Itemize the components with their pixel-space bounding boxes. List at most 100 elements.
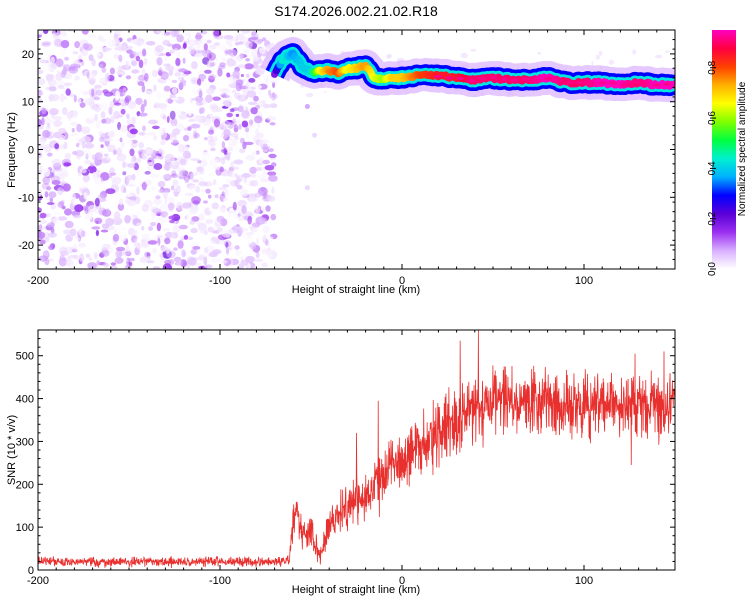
noise-speckle [97,207,103,210]
noise-speckle [107,156,111,160]
noise-speckle [229,209,232,217]
noise-speckle [225,88,232,97]
noise-speckle [72,128,75,133]
noise-speckle [81,49,89,56]
ridge-peak [544,77,552,80]
noise-speckle [262,263,268,268]
noise-speckle [60,183,68,191]
noise-speckle [259,218,268,225]
noise-speckle [266,77,269,85]
y-tick-label: 10 [22,97,34,109]
noise-speckle [148,240,158,245]
noise-speckle [120,144,123,148]
noise-speckle [156,155,160,161]
noise-speckle [189,206,198,215]
noise-speckle [124,215,131,224]
noise-speckle [131,61,137,67]
noise-speckle [665,50,669,53]
noise-speckle [252,151,259,155]
noise-speckle [165,65,174,71]
noise-speckle [60,93,65,102]
noise-speckle [256,237,259,246]
noise-speckle [229,141,232,144]
noise-speckle [249,119,253,125]
y-tick-label: 100 [16,522,34,534]
ridge-peak [489,76,497,79]
noise-speckle [105,236,110,241]
noise-speckle [249,83,256,87]
noise-speckle [268,195,275,201]
noise-speckle [195,50,205,53]
noise-speckle [69,110,79,116]
noise-speckle [257,59,263,64]
noise-speckle [49,108,59,115]
noise-speckle [58,85,64,89]
scatter-point [305,104,310,109]
y-tick-label: 400 [16,394,34,406]
noise-speckle [208,74,217,80]
noise-speckle [245,58,250,61]
noise-speckle [101,39,106,42]
noise-speckle [61,50,66,55]
colorbar-tick-label: 0.0 [707,262,718,276]
noise-speckle [224,150,227,155]
snr-ylabel: SNR (10 * v/v) [6,415,18,485]
noise-speckle [45,87,50,90]
noise-speckle [191,196,201,204]
noise-speckle [183,151,191,159]
noise-speckle [259,139,269,143]
noise-speckle [61,40,70,48]
noise-speckle [122,171,126,175]
noise-speckle [129,258,135,262]
noise-speckle [43,28,48,34]
noise-speckle [245,127,249,132]
noise-speckle [198,181,208,186]
noise-speckle [85,207,89,214]
spectrogram-ylabel: Frequency (Hz) [6,112,18,188]
noise-speckle [203,219,213,226]
noise-speckle [74,27,80,34]
noise-speckle [265,205,270,211]
noise-speckle [89,88,99,96]
noise-speckle [94,114,98,121]
noise-speckle [270,214,276,220]
noise-speckle [188,185,196,194]
noise-speckle [189,49,195,55]
noise-speckle [130,159,135,165]
noise-speckle [172,140,178,147]
noise-speckle [167,248,171,252]
noise-speckle [79,254,84,262]
colorbar-tick-label: 0.2 [707,211,718,225]
noise-speckle [114,211,120,220]
ridge-peak [467,79,475,82]
noise-speckle [190,124,200,129]
noise-speckle [220,205,227,213]
noise-speckle [242,142,246,150]
noise-speckle [154,163,163,170]
noise-speckle [50,57,55,64]
noise-speckle [171,173,178,178]
noise-speckle [220,167,224,173]
noise-speckle [128,184,135,187]
noise-speckle [214,183,220,191]
noise-speckle [591,61,593,66]
noise-speckle [140,257,149,263]
noise-speckle [236,227,244,235]
noise-speckle [268,250,272,258]
noise-speckle [259,157,263,164]
noise-speckle [183,58,186,64]
noise-speckle [251,31,256,36]
noise-speckle [61,31,67,37]
noise-speckle [224,49,229,56]
noise-speckle [36,130,42,139]
noise-speckle [81,61,85,66]
x-tick-label: -100 [209,275,231,287]
noise-speckle [54,39,60,47]
noise-speckle [259,47,266,54]
noise-speckle [127,119,132,126]
noise-speckle [214,141,222,145]
x-tick-label: -100 [209,575,231,587]
y-tick-label: -10 [18,192,34,204]
noise-speckle [152,248,156,254]
noise-speckle [190,220,195,225]
